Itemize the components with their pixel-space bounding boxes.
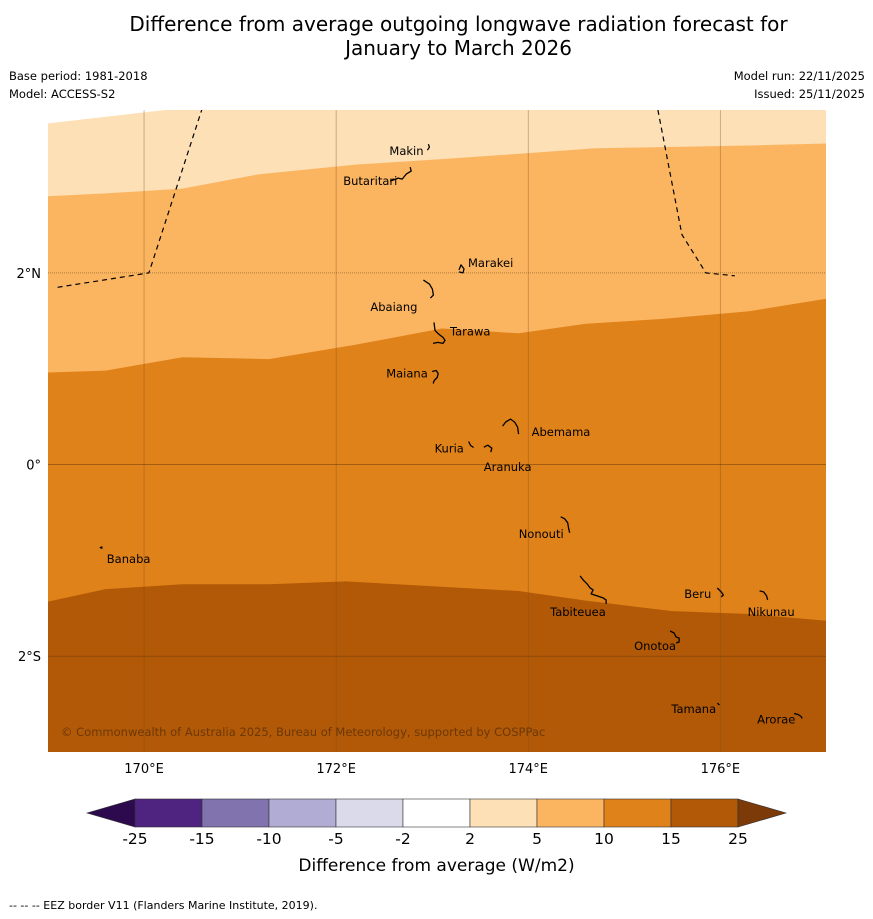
colorbar-segment <box>335 798 404 828</box>
x-tick-label: 170°E <box>124 762 164 777</box>
map-plot-area: Makin Butaritari Marakei Abaiang Tarawa Maian… <box>48 110 826 752</box>
island-outline-makin <box>426 143 431 151</box>
colorbar-segment <box>603 798 672 828</box>
model-run-text: Model run: 22/11/2025 <box>733 69 865 83</box>
island-outline-arorae <box>793 712 803 719</box>
island-outline-tarawa <box>432 322 446 345</box>
copyright-text: © Commonwealth of Australia 2025, Bureau… <box>61 725 545 739</box>
colorbar-tick-label: -10 <box>256 830 281 848</box>
colorbar-segment <box>134 798 203 828</box>
model-text: Model: ACCESS-S2 <box>9 87 116 101</box>
island-label-arorae: Arorae <box>757 713 795 727</box>
colorbar-tick-label: -2 <box>395 830 410 848</box>
meta-right: Model run: 22/11/2025 Issued: 25/11/2025 <box>734 67 865 103</box>
island-label-abemama: Abemama <box>532 425 591 439</box>
colorbar-tick-label: 5 <box>532 830 542 848</box>
footnote: -- -- -- EEZ border V11 (Flanders Marine… <box>9 899 318 912</box>
title-line-1: Difference from average outgoing longwav… <box>129 12 788 36</box>
island-outline-kuria <box>468 441 474 449</box>
island-outline-banaba <box>99 546 103 549</box>
island-label-abaiang: Abaiang <box>370 300 417 314</box>
colorbar-segment <box>268 798 337 828</box>
colorbar-label: Difference from average (W/m2) <box>298 856 574 876</box>
title-line-2: January to March 2026 <box>345 36 572 60</box>
island-outline-butaritari <box>389 166 412 182</box>
island-label-butaritari: Butaritari <box>343 174 397 188</box>
island-outline-maiana <box>432 369 439 384</box>
issued-text: Issued: 25/11/2025 <box>754 87 865 101</box>
colorbar-tick-label: -25 <box>122 830 147 848</box>
chart-title: Difference from average outgoing longwav… <box>0 12 873 60</box>
x-tick-label: 176°E <box>701 762 741 777</box>
colorbar-tick-label: 10 <box>594 830 614 848</box>
island-label-marakei: Marakei <box>468 256 513 270</box>
island-outline-nikunau <box>759 590 769 601</box>
y-tick-label: 0° <box>26 459 41 474</box>
y-tick-label: 2°N <box>17 267 42 282</box>
island-label-makin: Makin <box>389 144 423 158</box>
island-label-kuria: Kuria <box>435 442 464 456</box>
meta-left: Base period: 1981-2018 Model: ACCESS-S2 <box>9 67 148 103</box>
island-outline-aranuka <box>483 444 493 453</box>
island-label-banaba: Banaba <box>107 552 151 566</box>
colorbar-tick-label: 2 <box>465 830 475 848</box>
island-label-onotoa: Onotoa <box>634 639 676 653</box>
island-label-aranuka: Aranuka <box>484 460 532 474</box>
colorbar-tick-label: 15 <box>661 830 681 848</box>
colorbar-extend-high <box>737 798 788 828</box>
island-outline-onotoa <box>669 630 680 644</box>
island-outline-beru <box>716 587 724 598</box>
colorbar-segment <box>536 798 605 828</box>
colorbar-segment <box>402 798 471 828</box>
x-tick-label: 174°E <box>508 762 548 777</box>
colorbar-segment <box>469 798 538 828</box>
colorbar-tick-label: -5 <box>328 830 343 848</box>
colorbar-segment <box>201 798 270 828</box>
base-period-text: Base period: 1981-2018 <box>9 69 148 83</box>
island-label-nikunau: Nikunau <box>748 605 795 619</box>
island-label-tarawa: Tarawa <box>449 324 490 338</box>
colorbar-tick-label: -15 <box>189 830 214 848</box>
island-label-nonouti: Nonouti <box>519 527 564 541</box>
eez-border-east <box>657 110 735 277</box>
colorbar-segment <box>670 798 739 828</box>
island-outline-tamana <box>716 702 720 706</box>
island-outline-nonouti <box>560 516 571 533</box>
island-outline-marakei <box>458 264 465 274</box>
island-outline-abemama <box>502 418 520 435</box>
island-outline-tabiteuea <box>579 575 607 604</box>
no-data-corner <box>48 110 166 124</box>
island-outline-abaiang <box>423 279 435 299</box>
x-tick-label: 172°E <box>316 762 356 777</box>
island-label-tamana: Tamana <box>670 702 716 716</box>
eez-border-west <box>57 110 203 288</box>
colorbar-tick-label: 25 <box>728 830 748 848</box>
island-label-beru: Beru <box>684 587 711 601</box>
y-tick-label: 2°S <box>18 650 41 665</box>
colorbar-extend-low <box>85 798 136 828</box>
island-label-tabiteuea: Tabiteuea <box>549 605 606 619</box>
island-label-maiana: Maiana <box>386 367 428 381</box>
band-2-to-5 <box>48 110 826 197</box>
